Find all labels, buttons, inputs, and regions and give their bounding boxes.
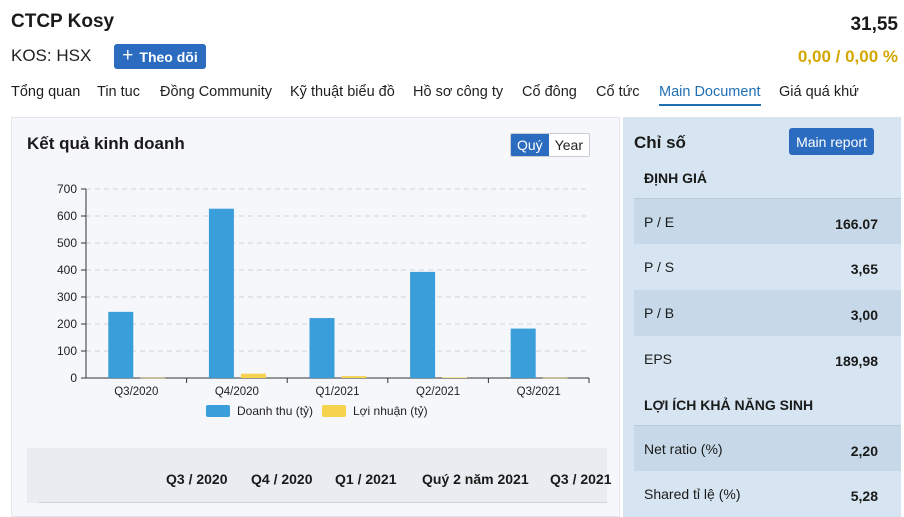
stock-price: 31,55 [850, 14, 898, 35]
period-toggle: Quý Year [510, 133, 590, 157]
profit-bar [140, 377, 166, 379]
ratio-value: 2,20 [850, 443, 878, 459]
tab-community[interactable]: Đồng Community [160, 84, 273, 100]
column-header: Q4 / 2020 [251, 471, 313, 487]
ratio-value: 3,00 [850, 307, 878, 323]
profit-bar [341, 376, 367, 378]
tab-tong-quan[interactable]: Tổng quan [11, 84, 81, 100]
valuation-heading: ĐỊNH GIÁ [644, 170, 707, 186]
legend-label: Lợi nhuận (tỷ) [353, 404, 428, 418]
profit-bar [240, 373, 266, 378]
ratio-row: Shared tỉ lệ (%) 5,28 [634, 471, 901, 517]
price-change: 0,00 / 0,00 % [797, 47, 898, 66]
year-toggle[interactable]: Year [554, 137, 583, 153]
ratio-row: Net ratio (%) 2,20 [634, 425, 901, 471]
y-tick-label: 500 [57, 236, 77, 250]
quarter-toggle[interactable]: Quý [511, 134, 549, 156]
legend-swatch [206, 405, 230, 417]
y-tick-label: 600 [57, 209, 77, 223]
tab-bar: Tổng quan Tin tuc Đồng Community Kỹ thuậ… [0, 84, 904, 112]
tab-tin-tuc[interactable]: Tin tuc [97, 84, 140, 100]
tab-ky-thuat[interactable]: Kỹ thuật biểu đồ [290, 84, 395, 100]
revenue-bar [510, 328, 536, 378]
main-report-button[interactable]: Main report [789, 128, 874, 155]
profit-bar [442, 377, 468, 378]
x-tick-label: Q1/2021 [315, 386, 359, 398]
ratio-label: Shared tỉ lệ (%) [644, 486, 741, 502]
column-header: Quý 2 năm 2021 [422, 471, 529, 487]
ratio-label: P / S [644, 259, 675, 275]
ratio-value: 5,28 [850, 488, 878, 504]
y-tick-label: 200 [57, 317, 77, 331]
x-tick-label: Q4/2020 [215, 386, 259, 398]
tab-gia-qua-khu[interactable]: Giá quá khứ [779, 84, 859, 100]
y-tick-label: 0 [70, 371, 77, 385]
legend-swatch [322, 405, 346, 417]
ratio-row: P / S 3,65 [634, 244, 901, 290]
tab-co-tuc[interactable]: Cổ tức [596, 84, 640, 100]
profit-bar [542, 377, 568, 379]
ratio-label: Net ratio (%) [644, 441, 723, 457]
revenue-bar [208, 208, 234, 378]
x-tick-label: Q2/2021 [416, 386, 460, 398]
column-header: Q3 / 2021 [550, 471, 612, 487]
revenue-bar [108, 311, 134, 378]
column-header: Q3 / 2020 [166, 471, 228, 487]
y-tick-label: 700 [57, 182, 77, 196]
ratios-panel: Chỉ số Main report ĐỊNH GIÁ P / E 166.07… [623, 117, 901, 517]
y-tick-label: 100 [57, 344, 77, 358]
x-tick-label: Q3/2020 [114, 386, 158, 398]
x-tick-label: Q3/2021 [517, 386, 561, 398]
profitability-heading: LỢI ÍCH KHẢ NĂNG SINH [644, 397, 814, 413]
follow-button-label: Theo dõi [139, 48, 198, 65]
business-results-title: Kết quả kinh doanh [27, 134, 185, 153]
ratio-label: EPS [644, 351, 673, 367]
ratios-title: Chỉ số [634, 133, 686, 152]
revenue-bar [309, 318, 335, 378]
ticker: KOS: HSX [11, 46, 92, 65]
ratio-value: 189,98 [835, 353, 878, 369]
ratio-label: P / E [644, 214, 675, 230]
column-header: Q1 / 2021 [335, 471, 397, 487]
business-results-panel: Kết quả kinh doanh Quý Year 0 100 200 300 40… [11, 117, 620, 517]
results-table-header: Q3 / 2020 Q4 / 2020 Q1 / 2021 Quý 2 năm … [27, 448, 612, 503]
tab-co-dong[interactable]: Cổ đông [522, 84, 577, 100]
tab-main-document[interactable]: Main Document [659, 84, 761, 106]
revenue-profit-chart: 0 100 200 300 400 500 600 700 Q3/2020 Q4/2020 Q1/2… [57, 182, 590, 418]
ratio-row: P / E 166.07 [634, 198, 901, 244]
ratio-row: EPS 189,98 [634, 336, 901, 382]
revenue-bar [410, 271, 436, 378]
tab-ho-so[interactable]: Hồ sơ công ty [413, 84, 504, 100]
legend-label: Doanh thu (tỷ) [237, 404, 313, 418]
header-divider [39, 502, 607, 503]
ratio-value: 166.07 [835, 216, 878, 232]
company-name: CTCP Kosy [11, 11, 115, 32]
ratio-value: 3,65 [850, 261, 878, 277]
y-tick-label: 400 [57, 263, 77, 277]
follow-button[interactable]: + Theo dõi [114, 44, 206, 69]
y-tick-label: 300 [57, 290, 77, 304]
plus-icon: + [122, 45, 134, 66]
ratio-row: P / B 3,00 [634, 290, 901, 336]
ratio-label: P / B [644, 305, 675, 321]
